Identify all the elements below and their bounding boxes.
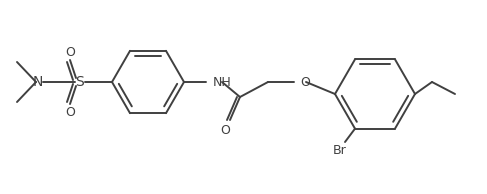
Text: Br: Br <box>333 144 347 157</box>
Text: O: O <box>300 75 310 88</box>
Text: N: N <box>33 75 43 89</box>
Text: S: S <box>75 75 84 89</box>
Text: NH: NH <box>213 75 232 88</box>
Text: O: O <box>65 46 75 59</box>
Text: O: O <box>220 124 230 137</box>
Text: O: O <box>65 106 75 119</box>
